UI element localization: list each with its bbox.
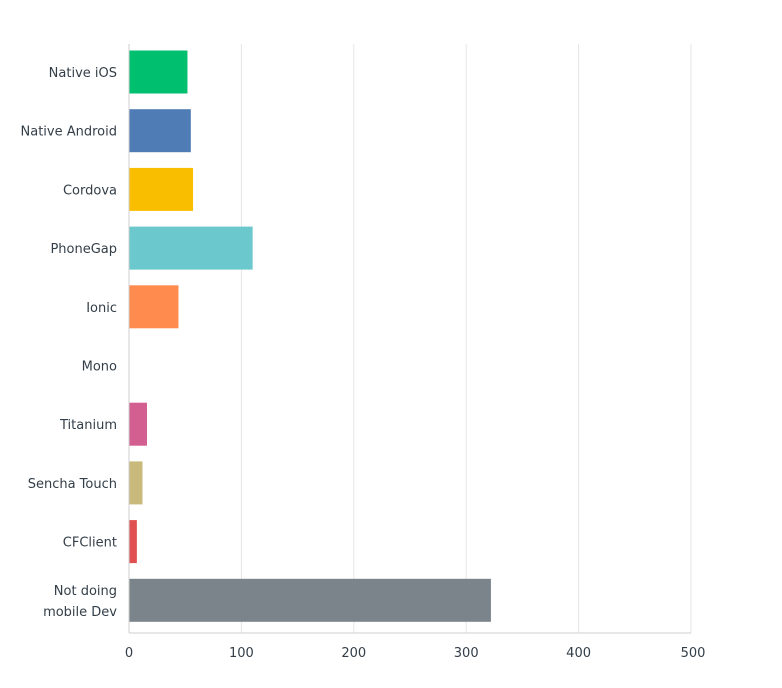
bars (129, 50, 491, 622)
bar-not-doing-mobile-dev[interactable] (129, 578, 491, 622)
x-tick-label: 200 (341, 646, 366, 661)
bar-sencha-touch[interactable] (129, 461, 143, 505)
x-tick-label: 500 (681, 646, 706, 661)
category-label: Cordova (63, 183, 117, 198)
category-label: PhoneGap (50, 242, 117, 257)
category-label: Native iOS (49, 66, 117, 81)
bar-phonegap[interactable] (129, 226, 253, 270)
bar-titanium[interactable] (129, 402, 147, 446)
bar-cordova[interactable] (129, 167, 194, 211)
category-label: Sencha Touch (28, 477, 117, 492)
x-tick-labels: 0 100 200 300 400 500 (125, 646, 706, 661)
bar-native-ios[interactable] (129, 50, 188, 94)
category-label: Titanium (59, 418, 117, 433)
bar-cfclient[interactable] (129, 520, 137, 564)
x-tick-label: 0 (125, 646, 133, 661)
category-label: CFClient (63, 536, 117, 551)
axes (128, 44, 691, 634)
gridlines (240, 44, 692, 633)
bar-native-android[interactable] (129, 109, 191, 153)
category-label: Mono (82, 360, 117, 375)
x-tick-label: 300 (454, 646, 479, 661)
category-labels: Native iOS Native Android Cordova PhoneGap I… (21, 66, 118, 620)
category-label: Native Android (21, 125, 117, 140)
x-tick-label: 400 (566, 646, 591, 661)
category-label: Not doing mobile Dev (43, 584, 117, 620)
bar-ionic[interactable] (129, 285, 179, 329)
category-label: Ionic (86, 301, 117, 316)
x-tick-label: 100 (229, 646, 254, 661)
